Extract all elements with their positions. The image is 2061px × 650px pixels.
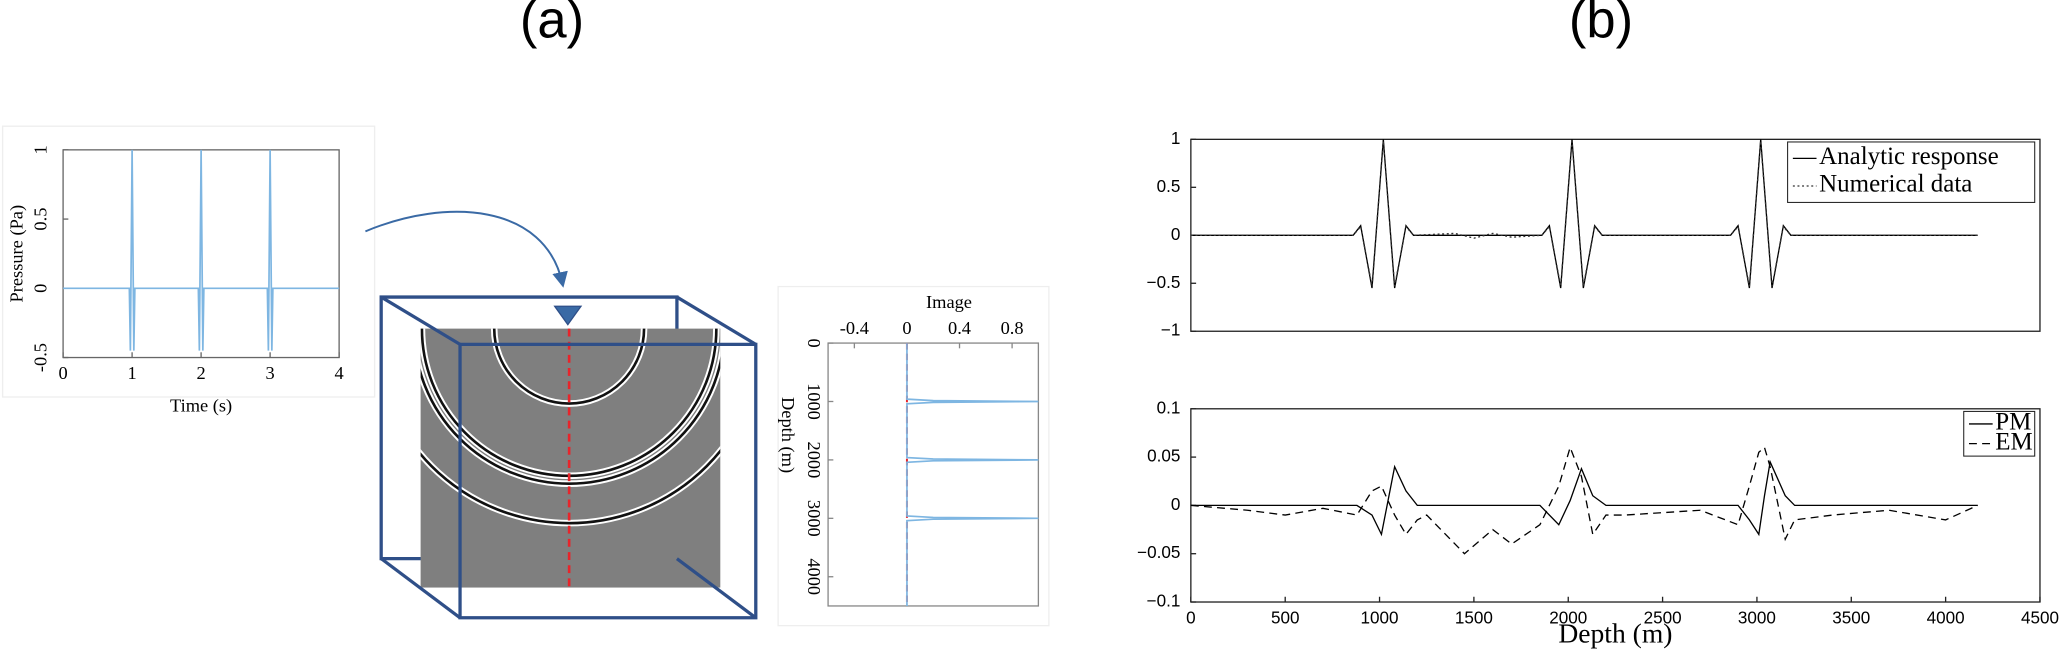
inset-frame [1,125,376,398]
x-tick-label: 1000 [1361,609,1399,628]
x-tick-label: 0 [1186,609,1195,628]
y-tick-label: 0.1 [1157,398,1181,417]
y-axis-label: Pressure (Pa) [7,205,28,303]
cube [379,295,758,620]
x-tick-label: 0 [58,363,67,383]
x-tick-label: 2000 [804,442,824,479]
y-tick-label: −1 [1161,321,1180,340]
x-tick-label: 2500 [1644,609,1682,628]
y-tick-label: −0.05 [1137,543,1180,562]
x-tick-label: 0 [804,338,824,347]
panel-label: (b) [1569,0,1633,50]
y-tick-label: 0.5 [30,208,50,231]
x-tick-label: 2 [197,363,206,383]
x-tick-label: 4500 [2021,609,2059,628]
y-tick-label: 0 [30,284,50,293]
x-axis-label: Depth (m) [777,397,798,473]
x-tick-label: 3000 [804,500,824,537]
x-tick-label: 1 [127,363,136,383]
y-tick-label: 0.5 [1157,177,1181,196]
arrow [365,210,568,288]
axes-box [827,342,1040,607]
x-tick-label: 3500 [1832,609,1870,628]
y-tick-label: 0.4 [948,318,971,338]
y-axis-label: Image [926,292,972,312]
x-tick-label: 3000 [1738,609,1776,628]
x-tick-label: 500 [1271,609,1300,628]
x-tick-label: 4 [335,363,344,383]
legend-box [1963,410,2036,457]
x-tick-label: 1500 [1455,609,1493,628]
data-line [63,149,340,351]
y-tick-label: 0 [1171,225,1181,244]
x-axis-label: Time (s) [170,396,232,417]
data-line [1190,459,1978,537]
data-line [1190,445,1978,555]
y-tick-label: −0.5 [1147,273,1181,292]
data-line [906,343,1039,606]
y-tick-label: -0.5 [30,343,50,372]
x-tick-label: 4000 [1927,609,1965,628]
inset-frame [777,285,1050,627]
y-tick-label: 1 [1171,129,1181,148]
seismic-image [420,328,721,588]
y-tick-label: 0.8 [1001,318,1024,338]
y-tick-label: 0 [1171,495,1181,514]
data-line [1190,141,1978,287]
legend-label: EM [1995,428,2032,455]
y-tick-label: -0.4 [840,318,869,338]
x-tick-label: 4000 [804,558,824,595]
y-tick-label: −0.1 [1147,592,1181,611]
panel-label: (a) [520,0,584,50]
y-tick-label: 1 [30,145,50,154]
x-axis-label: Depth (m) [1558,618,1672,649]
y-tick-label: 0.05 [1147,447,1180,466]
legend-label: Numerical data [1819,171,1972,198]
legend-label: PM [1995,409,2031,436]
legend-label: Analytic response [1819,143,1999,170]
x-tick-label: 3 [266,363,275,383]
legend-box [1787,141,2036,203]
x-tick-label: 2000 [1549,609,1587,628]
y-tick-label: 0 [902,318,911,338]
x-tick-label: 1000 [804,383,824,420]
